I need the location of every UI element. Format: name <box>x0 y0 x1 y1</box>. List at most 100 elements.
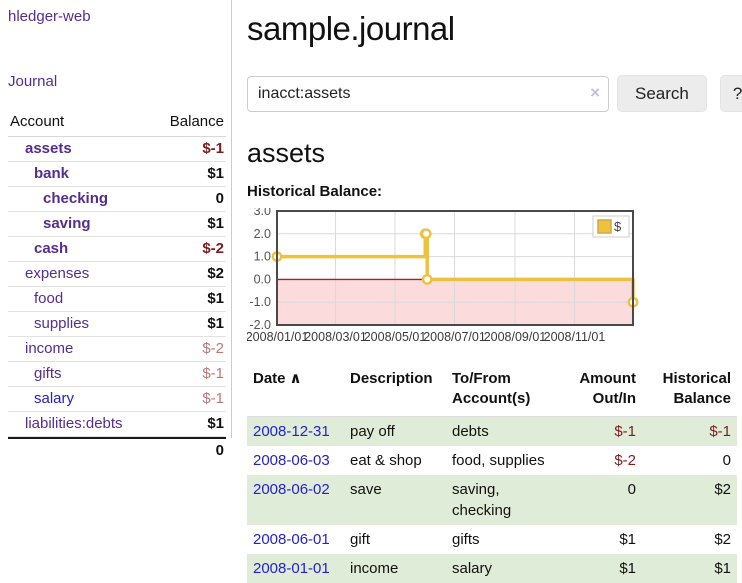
balance-chart-svg: 3.0 2.0 1.0 0.0 -1.0 -2.02008/01/012008/03/01… <box>246 204 639 344</box>
help-button[interactable]: ? <box>719 75 742 112</box>
transaction-description: gift <box>350 530 371 548</box>
transaction-balance: $-1 <box>709 422 731 440</box>
register-table-header-row: Date ∧ Description To/From Account(s) Amo… <box>247 366 737 416</box>
account-balance: $1 <box>207 315 224 332</box>
transaction-amount: $-1 <box>614 422 636 440</box>
y-axis-tick-label: 0.0 <box>254 272 271 286</box>
transaction-description: eat & shop <box>350 451 422 469</box>
register-account-heading: assets <box>247 138 326 168</box>
description-column-header: Description <box>350 370 433 387</box>
chart-title: Historical Balance: <box>247 183 383 200</box>
transaction-accounts: gifts <box>452 530 480 548</box>
x-axis-tick-label: 2008/01/01 <box>247 330 308 344</box>
y-axis-tick-label: 1.0 <box>254 250 271 264</box>
account-row: bank $1 <box>8 162 226 187</box>
clear-search-icon[interactable]: × <box>590 82 600 102</box>
transaction-balance: $2 <box>714 530 731 548</box>
account-link[interactable]: expenses <box>25 265 90 282</box>
account-link[interactable]: food <box>34 290 64 307</box>
date-column-header[interactable]: Date ∧ <box>253 370 302 387</box>
transaction-accounts: saving, checking <box>452 480 512 519</box>
transaction-description: save <box>350 480 382 498</box>
search-input[interactable] <box>247 75 609 112</box>
transaction-balance: $2 <box>714 480 731 498</box>
accounts-table-header: Account Balance <box>8 110 226 137</box>
account-link[interactable]: checking <box>43 190 109 207</box>
y-axis-tick-label: -2.0 <box>249 318 271 332</box>
x-axis-tick-label: 2008/05/01 <box>364 330 427 344</box>
transaction-amount: $-2 <box>614 451 636 469</box>
transaction-date-link[interactable]: 2008-06-01 <box>253 530 330 548</box>
chart-legend: $ <box>592 215 630 238</box>
transaction-date-link[interactable]: 2008-01-01 <box>253 559 330 577</box>
app-brand-link[interactable]: hledger-web <box>8 8 91 25</box>
account-row: gifts $-1 <box>8 362 226 387</box>
transaction-row: 2008-01-01 income salary $1 $1 <box>247 553 737 583</box>
amount-column-header: Amount Out/In <box>579 370 636 408</box>
account-column-header: Account <box>10 113 65 130</box>
account-balance: $-2 <box>202 340 224 357</box>
account-balance: $1 <box>207 165 224 182</box>
account-link[interactable]: gifts <box>34 365 62 382</box>
account-row: saving $1 <box>8 212 226 237</box>
transaction-date-link[interactable]: 2008-06-03 <box>253 451 330 469</box>
transaction-description: income <box>350 559 399 577</box>
transaction-amount: 0 <box>627 480 636 498</box>
account-balance: $1 <box>207 290 224 307</box>
register-table: Date ∧ Description To/From Account(s) Amo… <box>247 366 737 583</box>
account-row: liabilities:debts $1 <box>8 412 226 437</box>
account-balance: $-2 <box>202 240 224 257</box>
legend-series-label: $ <box>614 219 622 234</box>
transaction-date-link[interactable]: 2008-12-31 <box>253 422 330 440</box>
transaction-amount: $1 <box>619 559 636 577</box>
transaction-date-link[interactable]: 2008-06-02 <box>253 480 330 498</box>
account-row: expenses $2 <box>8 262 226 287</box>
y-axis-tick-label: -1.0 <box>249 295 271 309</box>
y-axis-tick-label: 3.0 <box>254 208 271 218</box>
account-link[interactable]: salary <box>34 390 75 407</box>
account-row: checking 0 <box>8 187 226 212</box>
transaction-amount: $1 <box>619 530 636 548</box>
legend-series-swatch <box>597 219 612 234</box>
transaction-row: 2008-06-01 gift gifts $1 $2 <box>247 525 737 554</box>
account-row: income $-2 <box>8 337 226 362</box>
account-balance: $-1 <box>202 365 224 382</box>
accounts-column-header: To/From Account(s) <box>452 370 531 408</box>
historical-balance-chart: 3.0 2.0 1.0 0.0 -1.0 -2.0 2008/01/01 2008/03/01… <box>246 204 737 350</box>
account-link[interactable]: bank <box>34 165 70 182</box>
account-balance: $1 <box>207 215 224 232</box>
search-button[interactable]: Search <box>617 75 707 112</box>
account-row: salary $-1 <box>8 387 226 412</box>
transaction-accounts: debts <box>452 422 489 440</box>
search-bar: × Search ? <box>247 75 742 112</box>
transaction-balance: $1 <box>714 559 731 577</box>
accounts-total-value: 0 <box>215 442 224 459</box>
account-balance: 0 <box>215 190 224 207</box>
transaction-row: 2008-06-03 eat & shop food, supplies $-2 0 <box>247 446 737 475</box>
sidebar: hledger-web Journal Account Balance asse… <box>0 0 232 459</box>
x-axis-tick-label: 2008/09/01 <box>484 330 547 344</box>
account-row: supplies $1 <box>8 312 226 337</box>
account-link[interactable]: income <box>25 340 74 357</box>
account-balance: $-1 <box>202 390 224 407</box>
account-balance: $1 <box>207 415 224 432</box>
account-link[interactable]: saving <box>43 215 91 232</box>
balance-column-header: Balance <box>169 113 224 130</box>
sort-ascending-icon: ∧ <box>289 370 302 387</box>
account-link[interactable]: assets <box>25 140 72 157</box>
account-link[interactable]: supplies <box>34 315 90 332</box>
account-row: cash $-2 <box>8 237 226 262</box>
transaction-description: pay off <box>350 422 395 440</box>
account-link[interactable]: cash <box>34 240 69 257</box>
account-link[interactable]: liabilities:debts <box>25 415 123 432</box>
transaction-accounts: food, supplies <box>452 451 545 469</box>
transaction-row: 2008-12-31 pay off debts $-1 $-1 <box>247 416 737 446</box>
balance-column-header-main: Historical Balance <box>662 370 731 408</box>
transaction-balance: 0 <box>722 451 731 469</box>
accounts-table: Account Balance assets $-1 bank $1 checking 0… <box>8 110 226 462</box>
accounts-total-row: 0 <box>8 437 226 462</box>
x-axis-tick-label: 2008/07/01 <box>423 330 486 344</box>
page-title: sample.journal <box>247 10 455 47</box>
sidebar-item-journal[interactable]: Journal <box>8 73 58 90</box>
